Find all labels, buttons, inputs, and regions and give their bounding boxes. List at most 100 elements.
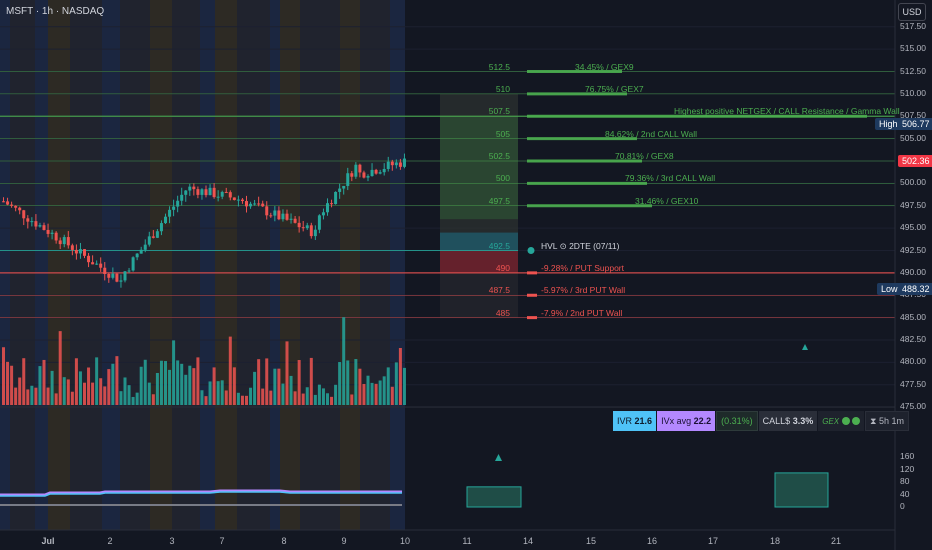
high-tag-label: High (875, 118, 902, 130)
volume-bar (103, 386, 107, 405)
volume-bar (127, 385, 131, 405)
candle-body (62, 237, 66, 245)
date-axis-label: 10 (399, 536, 411, 546)
volume-bar (293, 391, 297, 405)
candle-body (26, 218, 30, 222)
candle-body (285, 213, 289, 220)
level-bar (527, 137, 637, 141)
candle-body (378, 172, 382, 174)
candle-body (240, 199, 244, 202)
date-axis-label: 15 (585, 536, 597, 546)
candle-body (277, 210, 281, 220)
currency-button[interactable]: USD (898, 3, 926, 21)
volume-bar (358, 368, 362, 405)
volume-bar (95, 357, 99, 405)
level-bar (527, 159, 642, 163)
volume-bar (342, 317, 346, 405)
level-price-label: 500 (495, 173, 510, 184)
price-axis-label: 485.00 (900, 311, 926, 322)
price-axis-label: 482.50 (900, 334, 926, 344)
candle-body (386, 161, 390, 169)
candle-body (236, 199, 240, 201)
candle-body (297, 222, 301, 228)
price-axis-label: 480.00 (900, 356, 926, 367)
candle-body (42, 225, 46, 230)
level-annotation: 84.62% / 2nd CALL Wall (605, 128, 697, 139)
candle-body (6, 201, 10, 205)
candle-body (370, 169, 374, 177)
volume-bar (378, 380, 382, 405)
volume-bar (224, 390, 228, 405)
volume-bar (143, 359, 147, 405)
level-price-label: 510 (495, 83, 510, 94)
candle-body (265, 206, 269, 216)
volume-bar (301, 393, 305, 405)
candle-body (111, 273, 115, 278)
price-axis-label: 477.50 (900, 378, 926, 389)
volume-bar (180, 363, 184, 405)
candle-body (50, 232, 54, 234)
date-axis-label: 3 (169, 536, 175, 546)
candle-body (346, 173, 350, 186)
level-price-label: 502.5 (488, 151, 510, 161)
price-axis-label: 490.00 (900, 266, 926, 277)
volume-bar (236, 392, 240, 405)
level-annotation: Highest positive NETGEX / CALL Resistanc… (674, 106, 900, 117)
volume-bar (313, 394, 317, 405)
volume-bar (321, 388, 325, 405)
volume-bar (14, 387, 18, 405)
volume-bar (176, 360, 180, 405)
volume-bar (139, 366, 143, 405)
symbol-title[interactable]: MSFT · 1h · NASDAQ (6, 6, 105, 17)
volume-bar (50, 370, 54, 405)
volume-bar (285, 341, 289, 405)
put-bar (527, 271, 537, 275)
volume-bar (2, 347, 5, 405)
hourglass-icon: ⧗ (870, 415, 877, 426)
volume-bar (151, 394, 155, 405)
candle-body (382, 168, 386, 173)
volume-bar (309, 357, 313, 405)
candle-body (99, 263, 103, 268)
candle-body (212, 187, 216, 198)
call-zone (440, 116, 518, 220)
candle-body (2, 201, 5, 203)
candle-body (70, 245, 74, 250)
volume-bar (228, 336, 232, 405)
date-axis-label: 16 (646, 536, 658, 546)
price-axis-label: 497.50 (900, 199, 926, 210)
volume-bar (326, 393, 329, 405)
candle-body (78, 249, 82, 254)
date-axis-label: 9 (341, 536, 347, 546)
candle-body (398, 162, 402, 167)
volume-bar (277, 368, 281, 405)
price-axis-label: 512.50 (900, 65, 926, 76)
put-bar (527, 293, 537, 297)
candle-body (220, 191, 224, 197)
volume-bar (362, 383, 366, 405)
volume-bar (382, 376, 386, 405)
date-axis-label: 21 (830, 536, 842, 546)
date-axis-label: Jul (41, 536, 55, 546)
candle-body (159, 223, 163, 232)
iv-stats-bar: IVR 21.6 IVx avg 22.2 (0.31%) CALL$ 3.3%… (613, 411, 910, 431)
candle-body (313, 229, 317, 237)
volume-bar (99, 378, 103, 405)
level-price-label: 507.5 (488, 106, 510, 117)
volume-bar (42, 359, 46, 405)
candle-body (135, 253, 139, 258)
volume-bar (257, 359, 261, 405)
gex-badge: GEX (818, 411, 865, 431)
volume-bar (273, 368, 277, 405)
price-axis-label: 517.50 (900, 20, 926, 31)
candle-body (366, 176, 370, 178)
date-axis-label: 8 (281, 536, 287, 546)
level-annotation: -5.97% / 3rd PUT Wall (541, 285, 626, 296)
volume-bar (297, 360, 301, 405)
volume-bar (390, 386, 394, 405)
candle-body (10, 204, 14, 206)
candle-body (107, 273, 111, 278)
volume-bar (123, 377, 127, 405)
volume-bar (305, 387, 309, 405)
